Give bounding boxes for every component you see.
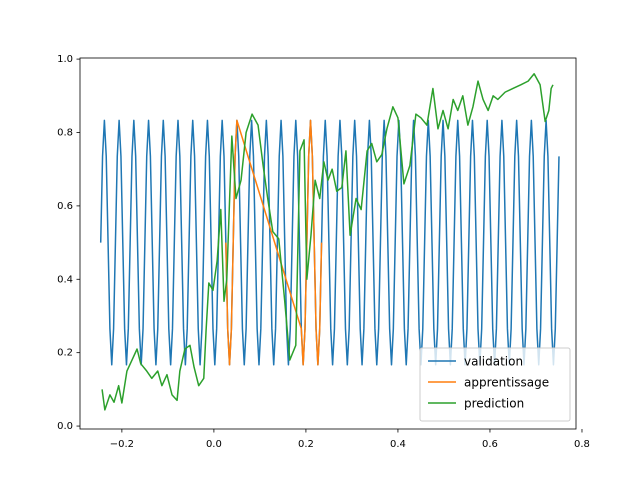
series <box>99 119 560 366</box>
legend-box <box>419 347 571 422</box>
line-validation <box>99 119 560 366</box>
y-tick-label: 0.0 <box>57 421 73 432</box>
y-tick-label: 0.4 <box>57 274 73 285</box>
y-tick-label: 0.8 <box>57 127 73 138</box>
line-apprentissage <box>225 119 323 366</box>
x-tick-label: −0.2 <box>110 439 134 450</box>
y-tick-label: 0.6 <box>57 201 73 212</box>
x-tick-label: 0.0 <box>206 439 222 450</box>
line-prediction <box>101 73 554 411</box>
series <box>225 119 323 366</box>
legend: validation apprentissage prediction <box>419 347 571 422</box>
legend-label: validation <box>464 355 523 369</box>
y-tick-label: 0.2 <box>57 348 73 359</box>
legend-label: apprentissage <box>464 376 549 390</box>
x-tick-label: 0.4 <box>390 439 406 450</box>
axes-frame <box>79 57 577 430</box>
series <box>101 73 554 411</box>
y-tick-label: 1.0 <box>57 54 73 65</box>
x-tick-label: 0.8 <box>574 439 590 450</box>
x-tick-label: 0.2 <box>298 439 314 450</box>
x-tick-label: 0.6 <box>482 439 498 450</box>
legend-label: prediction <box>464 397 524 411</box>
